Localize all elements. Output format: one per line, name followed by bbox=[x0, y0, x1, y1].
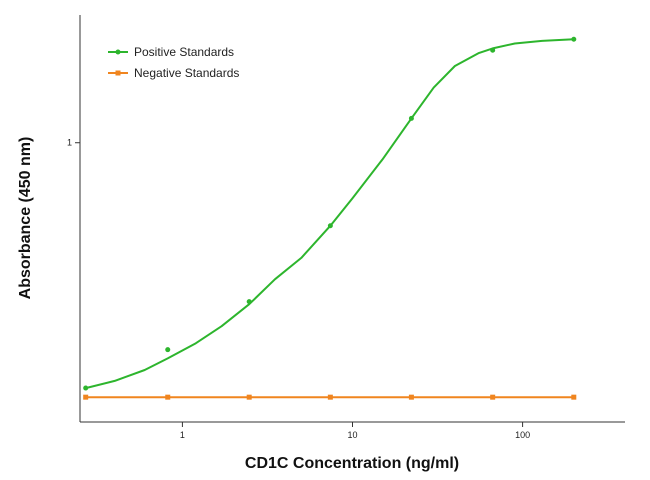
data-point-positive-standards bbox=[246, 299, 252, 305]
tick-group: 1 10 100 1 bbox=[67, 138, 530, 440]
series-positive-standards bbox=[83, 36, 577, 391]
series-line-positive-standards bbox=[84, 38, 575, 390]
legend-marker bbox=[115, 70, 121, 76]
x-tick-label: 100 bbox=[515, 430, 530, 440]
data-point-positive-standards bbox=[490, 47, 496, 53]
data-point-positive-standards bbox=[327, 223, 333, 229]
series-layer bbox=[83, 36, 577, 400]
legend-item-positive-standards: Positive Standards bbox=[108, 45, 234, 59]
legend-item-negative-standards: Negative Standards bbox=[108, 66, 239, 80]
legend: Positive Standards Negative Standards bbox=[108, 45, 239, 80]
legend-label: Positive Standards bbox=[134, 45, 234, 59]
y-axis-title: Absorbance (450 nm) bbox=[17, 137, 34, 300]
x-axis-title: CD1C Concentration (ng/ml) bbox=[245, 455, 459, 472]
data-point-positive-standards bbox=[83, 385, 89, 391]
data-point-negative-standards bbox=[327, 394, 333, 400]
data-point-negative-standards bbox=[571, 394, 577, 400]
legend-marker bbox=[115, 49, 121, 55]
data-point-negative-standards bbox=[246, 394, 252, 400]
data-point-negative-standards bbox=[165, 394, 171, 400]
data-point-negative-standards bbox=[408, 394, 414, 400]
data-point-positive-standards bbox=[165, 347, 171, 353]
x-tick-label: 1 bbox=[180, 430, 185, 440]
x-tick-label: 10 bbox=[347, 430, 357, 440]
series-negative-standards bbox=[83, 394, 577, 400]
data-point-negative-standards bbox=[83, 394, 89, 400]
data-point-positive-standards bbox=[571, 36, 577, 42]
data-point-negative-standards bbox=[490, 394, 496, 400]
legend-label: Negative Standards bbox=[134, 66, 239, 80]
data-point-positive-standards bbox=[408, 115, 414, 121]
y-tick-label: 1 bbox=[67, 138, 72, 148]
